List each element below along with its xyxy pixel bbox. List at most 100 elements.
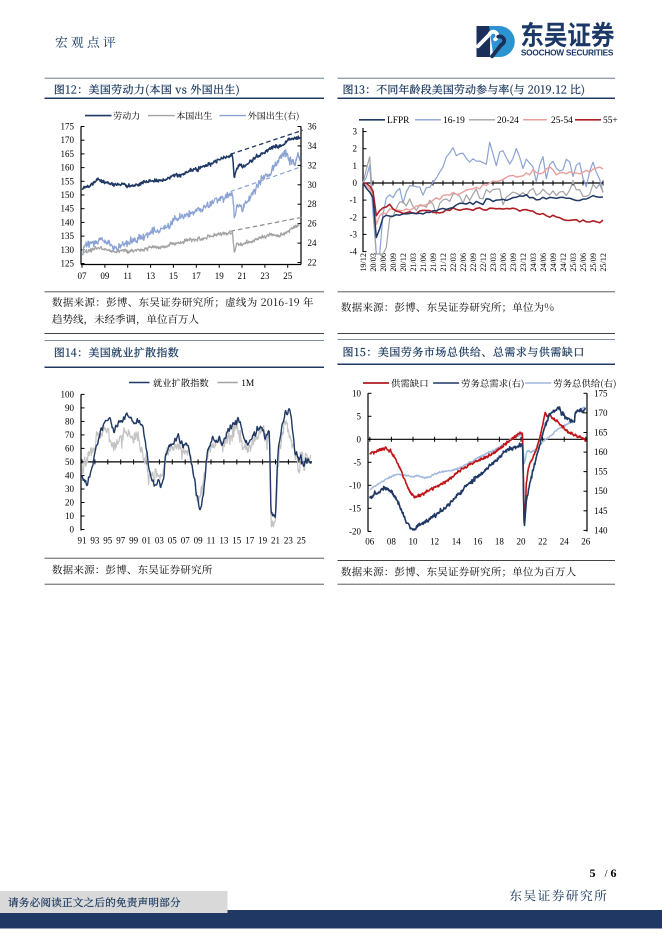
- svg-text:175: 175: [594, 388, 608, 398]
- svg-text:23/03: 23/03: [489, 253, 498, 272]
- svg-text:07: 07: [78, 271, 88, 281]
- svg-text:25/06: 25/06: [579, 253, 588, 272]
- svg-text:170: 170: [61, 135, 75, 145]
- svg-text:13: 13: [219, 536, 229, 546]
- svg-text:21: 21: [271, 536, 280, 546]
- svg-text:-4: -4: [350, 247, 358, 257]
- svg-text:/: /: [604, 868, 608, 880]
- svg-text:155: 155: [594, 467, 608, 477]
- svg-text:19/12: 19/12: [359, 253, 368, 272]
- svg-text:24/09: 24/09: [549, 253, 558, 272]
- svg-text:07: 07: [181, 536, 191, 546]
- svg-text:175: 175: [61, 122, 75, 132]
- svg-text:-10: -10: [349, 480, 361, 490]
- svg-text:24: 24: [308, 238, 318, 248]
- svg-text:30: 30: [65, 484, 75, 494]
- svg-text:21: 21: [238, 271, 247, 281]
- svg-text:155: 155: [61, 176, 75, 186]
- svg-text:3: 3: [353, 127, 358, 137]
- svg-text:5: 5: [357, 411, 362, 421]
- svg-text:06: 06: [365, 537, 375, 547]
- svg-text:11: 11: [123, 271, 132, 281]
- svg-text:25/03: 25/03: [569, 253, 578, 272]
- svg-text:145: 145: [594, 506, 608, 516]
- svg-text:13: 13: [146, 271, 156, 281]
- svg-text:05: 05: [168, 536, 178, 546]
- svg-text:10: 10: [409, 537, 419, 547]
- svg-text:130: 130: [61, 245, 75, 255]
- svg-text:1: 1: [353, 161, 358, 171]
- svg-text:-5: -5: [354, 457, 362, 467]
- svg-text:99: 99: [129, 536, 139, 546]
- svg-text:24/03: 24/03: [529, 253, 538, 272]
- svg-text:08: 08: [387, 537, 397, 547]
- svg-text:-1: -1: [350, 195, 358, 205]
- svg-text:09: 09: [194, 536, 204, 546]
- svg-text:21/06: 21/06: [419, 253, 428, 272]
- svg-text:95: 95: [103, 536, 113, 546]
- svg-text:22/03: 22/03: [449, 253, 458, 272]
- svg-text:135: 135: [61, 231, 75, 241]
- svg-text:16: 16: [473, 537, 483, 547]
- svg-text:25/09: 25/09: [589, 253, 598, 272]
- svg-text:145: 145: [61, 204, 75, 214]
- svg-text:6: 6: [611, 866, 617, 880]
- svg-text:50: 50: [65, 457, 75, 467]
- svg-text:0: 0: [357, 434, 362, 444]
- svg-text:-20: -20: [349, 526, 361, 536]
- svg-text:SOOCHOW SECURITIES: SOOCHOW SECURITIES: [521, 48, 614, 58]
- svg-text:30: 30: [308, 180, 318, 190]
- svg-text:1M: 1M: [241, 379, 255, 389]
- svg-text:90: 90: [65, 403, 75, 413]
- svg-text:28: 28: [308, 199, 318, 209]
- svg-text:125: 125: [61, 259, 75, 269]
- svg-text:15: 15: [169, 271, 179, 281]
- svg-text:21/09: 21/09: [429, 253, 438, 272]
- svg-text:60: 60: [65, 443, 75, 453]
- svg-text:80: 80: [65, 416, 75, 426]
- svg-text:93: 93: [90, 536, 100, 546]
- svg-text:170: 170: [594, 408, 608, 418]
- svg-text:160: 160: [61, 163, 75, 173]
- svg-text:25: 25: [283, 271, 293, 281]
- svg-text:23: 23: [260, 271, 270, 281]
- svg-text:32: 32: [308, 160, 317, 170]
- svg-text:20-24: 20-24: [497, 116, 519, 126]
- svg-text:14: 14: [452, 537, 462, 547]
- svg-text:25/12: 25/12: [599, 253, 608, 272]
- svg-text:165: 165: [594, 428, 608, 438]
- svg-text:-2: -2: [350, 212, 358, 222]
- svg-text:03: 03: [155, 536, 165, 546]
- svg-text:23: 23: [284, 536, 294, 546]
- svg-text:160: 160: [594, 447, 608, 457]
- svg-text:23/09: 23/09: [509, 253, 518, 272]
- svg-text:140: 140: [61, 217, 75, 227]
- svg-text:26: 26: [308, 219, 318, 229]
- svg-text:24: 24: [560, 537, 570, 547]
- svg-text:21/03: 21/03: [409, 253, 418, 272]
- svg-text:34: 34: [308, 141, 318, 151]
- svg-text:17: 17: [245, 536, 255, 546]
- svg-text:20/12: 20/12: [399, 253, 408, 272]
- svg-text:20/09: 20/09: [389, 253, 398, 272]
- svg-text:20/03: 20/03: [369, 253, 378, 272]
- svg-text:20: 20: [517, 537, 527, 547]
- svg-text:2: 2: [353, 144, 358, 154]
- svg-text:0: 0: [353, 178, 358, 188]
- svg-text:16-19: 16-19: [443, 116, 465, 126]
- svg-text:23/06: 23/06: [499, 253, 508, 272]
- svg-text:24/12: 24/12: [559, 253, 568, 272]
- svg-text:22/12: 22/12: [479, 253, 488, 272]
- svg-text:15: 15: [232, 536, 242, 546]
- svg-text:97: 97: [116, 536, 126, 546]
- svg-text:17: 17: [192, 271, 202, 281]
- svg-text:09: 09: [100, 271, 110, 281]
- svg-text:-15: -15: [349, 503, 361, 513]
- svg-text:55+: 55+: [603, 116, 618, 126]
- svg-text:22: 22: [538, 537, 547, 547]
- svg-text:01: 01: [142, 536, 151, 546]
- svg-text:21/12: 21/12: [439, 253, 448, 272]
- svg-text:20/06: 20/06: [379, 253, 388, 272]
- svg-text:150: 150: [594, 486, 608, 496]
- svg-text:0: 0: [70, 525, 75, 535]
